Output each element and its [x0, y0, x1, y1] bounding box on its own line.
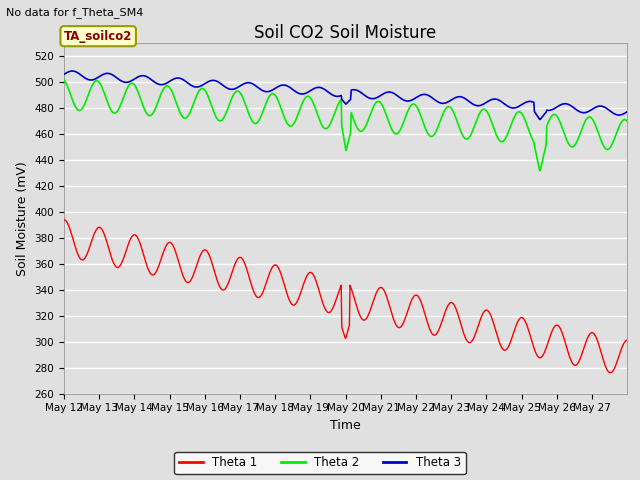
Y-axis label: Soil Moisture (mV): Soil Moisture (mV): [16, 161, 29, 276]
Title: Soil CO2 Soil Moisture: Soil CO2 Soil Moisture: [255, 24, 436, 42]
X-axis label: Time: Time: [330, 419, 361, 432]
Text: TA_soilco2: TA_soilco2: [64, 30, 132, 43]
Text: No data for f_Theta_SM4: No data for f_Theta_SM4: [6, 7, 144, 18]
Legend: Theta 1, Theta 2, Theta 3: Theta 1, Theta 2, Theta 3: [174, 452, 466, 474]
